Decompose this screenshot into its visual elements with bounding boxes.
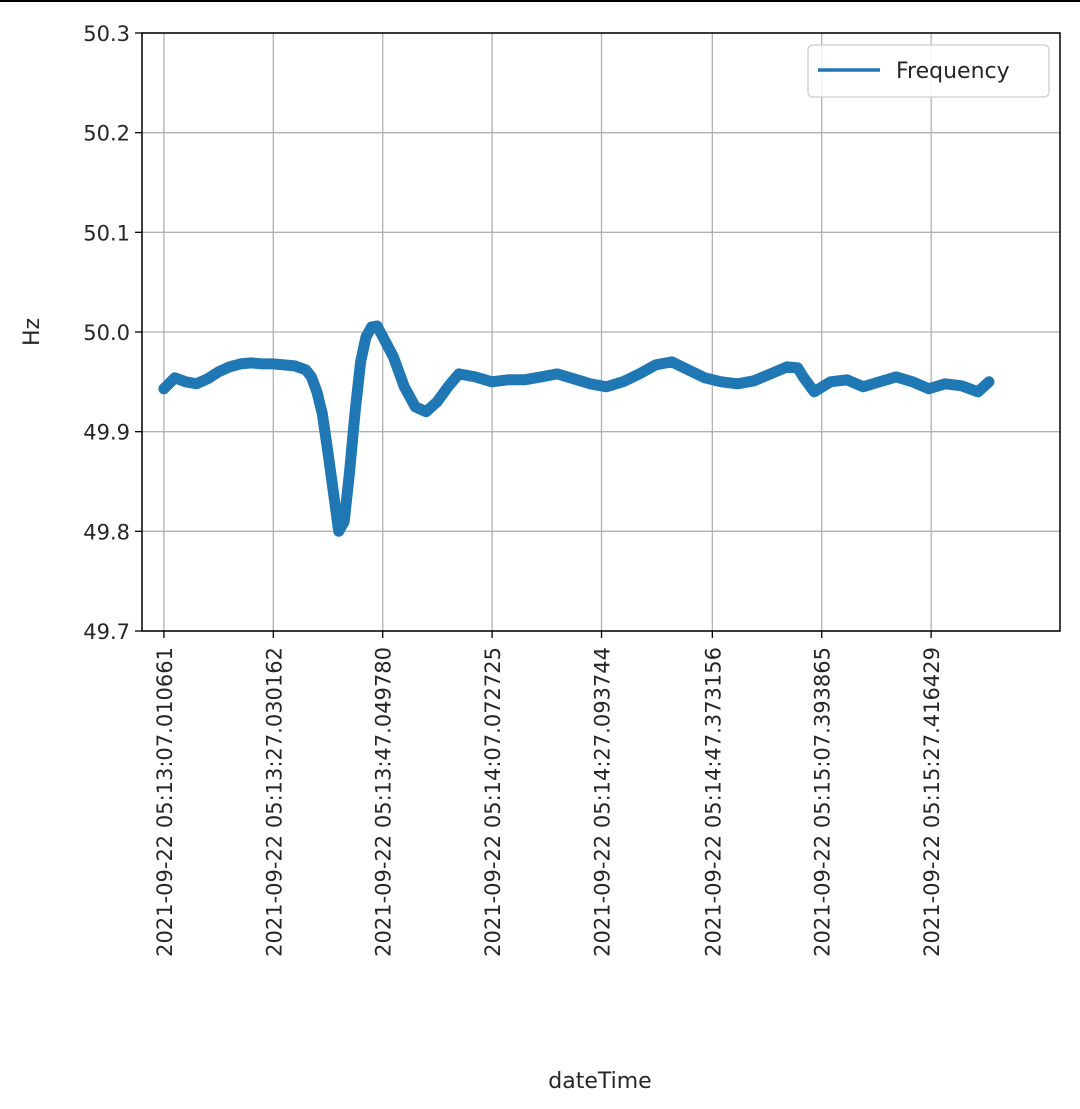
x-tick-label: 2021-09-22 05:14:27.093744	[591, 647, 615, 957]
y-tick-label: 50.2	[83, 122, 130, 146]
x-tick-label: 2021-09-22 05:14:07.072725	[481, 647, 505, 957]
y-tick-label: 49.9	[83, 421, 130, 445]
legend-entry-frequency: Frequency	[896, 59, 1010, 84]
legend: Frequency	[808, 45, 1049, 97]
y-tick-label: 50.3	[83, 22, 130, 46]
y-tick-label: 49.7	[83, 620, 130, 644]
y-tick-label: 49.8	[83, 520, 130, 544]
y-tick-label: 50.0	[83, 321, 130, 345]
x-axis-label: dateTime	[548, 1069, 651, 1094]
x-tick-label: 2021-09-22 05:13:07.010661	[153, 647, 177, 957]
y-axis-label: Hz	[20, 318, 45, 346]
x-tick-label: 2021-09-22 05:15:27.416429	[920, 647, 944, 957]
x-tick-label: 2021-09-22 05:15:07.393865	[811, 647, 835, 957]
y-tick-label: 50.1	[83, 221, 130, 245]
x-tick-label: 2021-09-22 05:13:27.030162	[262, 647, 286, 957]
x-tick-label: 2021-09-22 05:14:47.373156	[701, 647, 725, 957]
x-tick-label: 2021-09-22 05:13:47.049780	[372, 647, 396, 957]
